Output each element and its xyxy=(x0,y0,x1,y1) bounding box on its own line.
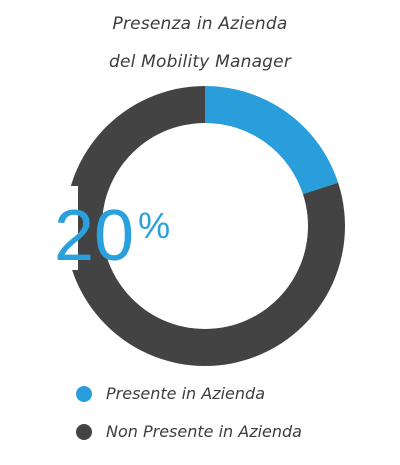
chart-title-line-1: Presenza in Azienda xyxy=(112,14,288,34)
label-backdrop xyxy=(48,186,78,270)
donut-slice-presente xyxy=(205,86,339,195)
chart-title-line-2: del Mobility Manager xyxy=(108,52,292,72)
legend-dot-non-presente xyxy=(76,424,92,440)
center-percentage-unit: % xyxy=(138,205,171,246)
center-percentage-value: 20 xyxy=(54,196,135,276)
legend-label-non-presente: Non Presente in Azienda xyxy=(106,422,302,441)
center-percentage: 20% xyxy=(54,190,170,272)
legend-label-presente: Presente in Azienda xyxy=(106,384,265,403)
legend-dot-presente xyxy=(76,386,92,402)
